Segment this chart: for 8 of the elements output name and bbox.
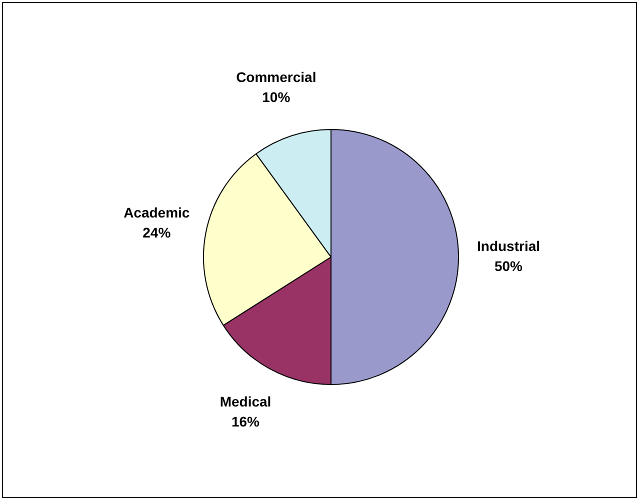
slice-label: Industrial [476, 238, 540, 254]
data-label: 16% [231, 413, 260, 430]
slice-label: Commercial [236, 69, 316, 86]
slice-label: Academic [124, 204, 190, 221]
data-label: 24% [142, 224, 172, 241]
data-label: 10% [262, 89, 291, 106]
data-label: 50% [494, 258, 524, 274]
slice-label: Medical [220, 393, 272, 410]
